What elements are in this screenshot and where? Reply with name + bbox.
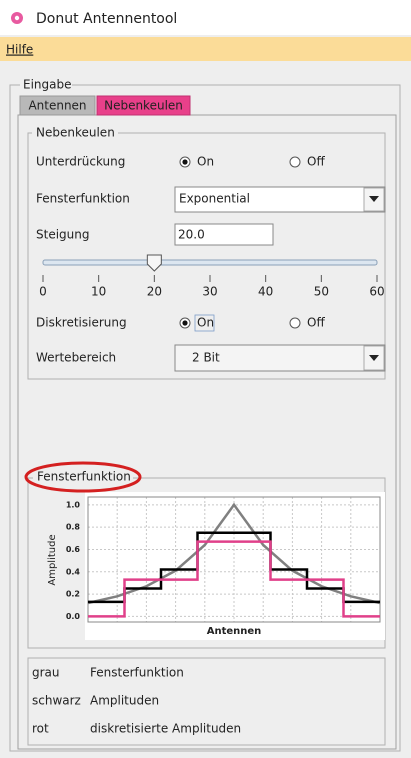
chart-title-bg — [33, 470, 133, 484]
combo-value: 2 Bit — [192, 351, 220, 365]
field-label: Unterdrückung — [36, 155, 125, 169]
slider-tick-label: 20 — [147, 285, 162, 299]
group-title-bg — [20, 78, 72, 92]
series-line — [88, 531, 380, 604]
radio-label: On — [197, 155, 214, 169]
y-tick-label: 0.0 — [66, 612, 81, 621]
field-label: Wertebereich — [36, 351, 116, 365]
combo-value: Exponential — [179, 192, 250, 206]
panel-title: Nebenkeulen — [36, 126, 115, 140]
slider-tick-label: 50 — [314, 285, 329, 299]
slider-tick-label: 40 — [258, 285, 273, 299]
legend-label: diskretisierte Amplituden — [90, 722, 241, 736]
tab-panel — [17, 114, 397, 750]
group-border — [9, 84, 401, 752]
panel-title-bg — [32, 126, 118, 140]
chart-bg — [85, 492, 385, 640]
y-tick-label: 0.8 — [66, 523, 81, 532]
group-title: Eingabe — [23, 78, 72, 92]
legend-label: Amplituden — [90, 694, 159, 708]
menu-item[interactable]: Hilfe — [6, 43, 33, 57]
menu-bar — [0, 37, 411, 61]
tab[interactable] — [96, 95, 191, 116]
tab-label: Antennen — [28, 99, 86, 113]
slider-tick-label: 30 — [202, 285, 217, 299]
plot-frame — [87, 496, 381, 623]
field-label: Diskretisierung — [36, 316, 127, 330]
radio-button[interactable] — [289, 156, 301, 168]
y-tick-label: 1.0 — [66, 500, 81, 509]
series-line — [88, 540, 380, 618]
field-label: Steigung — [36, 228, 89, 242]
highlight-ellipse — [24, 461, 142, 493]
slider-tick-label: 0 — [39, 285, 47, 299]
y-tick-label: 0.2 — [66, 590, 80, 599]
radio-button[interactable] — [289, 317, 301, 329]
y-tick-label: 0.4 — [66, 567, 81, 576]
legend-box — [27, 657, 386, 746]
x-axis-label: Antennen — [207, 626, 262, 637]
combo-arrow — [369, 355, 379, 361]
combo-arrow — [369, 196, 379, 202]
slider-tick-label: 60 — [369, 285, 384, 299]
focus-box — [194, 314, 215, 332]
combo-box[interactable] — [174, 186, 386, 213]
radio-label: Off — [307, 316, 325, 330]
app-icon-hole — [14, 15, 20, 21]
legend-color-name: rot — [32, 722, 49, 736]
tab[interactable] — [19, 95, 96, 116]
combo-box[interactable] — [174, 344, 386, 372]
radio-dot — [182, 320, 188, 326]
panel-border — [27, 132, 386, 380]
window-title: Donut Antennentool — [36, 11, 177, 27]
y-axis-label: Amplitude — [47, 534, 58, 585]
radio-label: On — [197, 316, 214, 330]
text-field[interactable] — [174, 223, 274, 246]
legend-color-name: grau — [32, 666, 60, 680]
tab-label: Nebenkeulen — [104, 99, 183, 113]
text-field-value: 20.0 — [178, 228, 205, 242]
slider-thumb[interactable] — [146, 254, 162, 272]
radio-label: Off — [307, 155, 325, 169]
slider-track[interactable] — [42, 259, 378, 266]
chart-title: Fensterfunktion — [37, 470, 131, 484]
field-label: Fensterfunktion — [36, 192, 130, 206]
legend-color-name: schwarz — [32, 694, 81, 708]
slider-tick-label: 10 — [91, 285, 106, 299]
title-bar — [0, 0, 411, 35]
y-tick-label: 0.6 — [66, 545, 81, 554]
radio-dot — [182, 159, 188, 165]
legend-label: Fensterfunktion — [90, 666, 184, 680]
